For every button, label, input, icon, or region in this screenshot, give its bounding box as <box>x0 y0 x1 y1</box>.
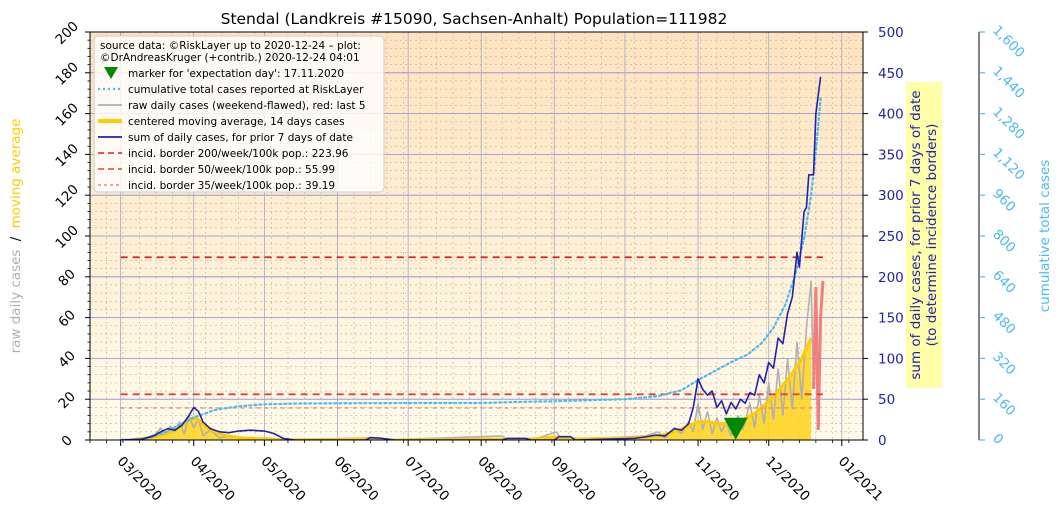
series-raw-segment <box>183 415 190 435</box>
far-right-axis-label: cumulative total cases <box>1037 160 1053 313</box>
legend-entry-label: incid. border 200/week/100k pop.: 223.96 <box>128 148 349 160</box>
x-axis-tick-label: 06/2020 <box>331 454 382 505</box>
left-axis-tick-label: 180 <box>52 59 82 89</box>
right-axis-tick-label: 100 <box>878 351 904 367</box>
right-axis-label-line1: sum of daily cases, for prior 7 days of … <box>908 90 924 379</box>
x-axis-tick-label: 04/2020 <box>187 454 238 505</box>
far-right-axis-tick-label: 1,280 <box>989 104 1028 143</box>
far-right-axis-tick-label: 960 <box>989 186 1019 216</box>
far-right-axis-tick-label: 0 <box>989 431 1006 448</box>
series-raw-segment <box>178 421 186 435</box>
far-right-axis-tick-label: 1,440 <box>989 63 1028 102</box>
legend-entry-label: marker for 'expectation day': 17.11.2020 <box>128 68 344 80</box>
series-raw-segment <box>782 358 789 416</box>
legend-entry-label: cumulative total cases reported at RiskL… <box>128 84 364 96</box>
legend-box <box>93 35 385 193</box>
series-raw-segment <box>758 394 765 424</box>
series-raw-segment <box>193 419 200 429</box>
left-axis-tick-label: 0 <box>58 432 75 449</box>
right-axis-label-line2: (to determine incidence borders) <box>924 124 940 347</box>
legend-entry-label: incid. border 50/week/100k pop.: 55.99 <box>128 164 335 176</box>
right-axis-tick-label: 350 <box>878 147 904 163</box>
legend-entry-label: raw daily cases (weekend-flawed), red: l… <box>128 100 366 112</box>
plot-content <box>119 76 825 440</box>
series-raw_recent-segment <box>816 317 823 430</box>
right-axis-tick-label: 300 <box>878 188 904 204</box>
right-axis-tick-label: 200 <box>878 270 904 286</box>
legend-entry-label: incid. border 35/week/100k pop.: 39.19 <box>128 180 335 192</box>
series-raw-segment <box>645 431 659 437</box>
legend-source-line1: source data: ©RiskLayer up to 2020-12-24… <box>100 40 361 52</box>
left-axis-tick-label: 200 <box>52 18 82 48</box>
left-axis-tick-label: 140 <box>52 141 82 171</box>
legend: source data: ©RiskLayer up to 2020-12-24… <box>93 35 385 193</box>
series-raw-segment <box>791 342 798 410</box>
far-right-axis-tick-label: 160 <box>989 390 1019 420</box>
x-axis-tick-label: 07/2020 <box>401 454 452 505</box>
x-axis-tick-label: 09/2020 <box>547 454 598 505</box>
x-axis-tick-label: 10/2020 <box>618 454 669 505</box>
x-axis-tick-label: 12/2020 <box>762 454 813 505</box>
left-axis-label-ma: moving average <box>8 119 24 229</box>
series-raw-segment <box>777 368 784 416</box>
legend-swatch-marker <box>104 67 118 79</box>
x-axis: 03/2020 04/2020 05/2020 06/2020 07/2020 08/20… <box>89 440 886 505</box>
series-raw-segment <box>796 342 803 400</box>
far-right-axis-tick-label: 1,600 <box>989 23 1028 62</box>
right-axis-tick-label: 500 <box>878 25 904 41</box>
far-right-axis-tick-label: 320 <box>989 349 1019 379</box>
series-raw-segment <box>805 280 812 328</box>
x-axis-tick-label: 11/2020 <box>691 454 742 505</box>
left-axis-tick-label: 60 <box>55 307 78 330</box>
right-axis-tick-label: 400 <box>878 107 904 123</box>
left-axis-tick-label: 160 <box>52 100 82 130</box>
x-axis-tick-label: 08/2020 <box>474 454 525 505</box>
right-axis-tick-label: 0 <box>878 433 887 449</box>
series-raw-segment <box>155 427 162 435</box>
series-raw_recent-segment <box>819 280 825 318</box>
x-axis-tick-label: 03/2020 <box>114 454 165 505</box>
series-cumulative-line <box>119 97 822 440</box>
series-raw-segment <box>197 419 204 437</box>
left-axis-tick-label: 20 <box>55 389 78 412</box>
legend-source-line2: ©DrAndreasKruger (+contrib.) 2020-12-24 … <box>100 52 360 64</box>
legend-entry-label: centered moving average, 14 days cases <box>128 116 345 128</box>
chart-title: Stendal (Landkreis #15090, Sachsen-Anhal… <box>221 10 728 28</box>
series-raw-segment <box>786 358 794 410</box>
series-raw-segment <box>767 382 775 420</box>
left-axis-tick-label: 80 <box>55 266 78 289</box>
right-axis-label-box <box>906 82 942 388</box>
left-axis-label: raw daily cases / moving average <box>8 119 24 354</box>
far-right-axis-tick-label: 1,120 <box>989 145 1028 184</box>
legend-entry-label: sum of daily cases, for prior 7 days of … <box>128 132 353 144</box>
series-raw-segment <box>800 327 808 400</box>
left-axis-tick-label: 120 <box>52 182 82 212</box>
far-right-axis-tick-label: 640 <box>989 267 1019 297</box>
left-axis-label-raw: raw daily cases <box>8 250 24 354</box>
x-axis-tick-label: 05/2020 <box>258 454 309 505</box>
far-right-axis-tick-label: 800 <box>989 227 1019 257</box>
series-raw-segment <box>711 417 718 435</box>
grid-minor <box>89 32 863 440</box>
left-axis-tick-label: 40 <box>55 348 78 371</box>
far-right-axis-tick-label: 480 <box>989 308 1019 338</box>
right-axis-tick-label: 450 <box>878 66 904 82</box>
left-axis-label-separator: / <box>8 236 24 241</box>
right-axis: 0 50 100 150 200 250 300 350 400 450 500 <box>863 25 904 449</box>
series-sum7-line <box>120 76 822 440</box>
right-axis-tick-label: 50 <box>878 392 895 408</box>
expectation-day-marker <box>723 417 748 440</box>
left-axis: 0 20 40 60 80 100 120 140 160 180 200 <box>52 18 90 450</box>
x-axis-tick-label: 01/2021 <box>835 454 886 505</box>
right-axis-tick-label: 150 <box>878 311 904 327</box>
series-raw-segment <box>202 429 211 437</box>
right-axis-tick-label: 250 <box>878 229 904 245</box>
left-axis-tick-label: 100 <box>52 222 82 252</box>
series-raw-segment <box>188 415 195 429</box>
